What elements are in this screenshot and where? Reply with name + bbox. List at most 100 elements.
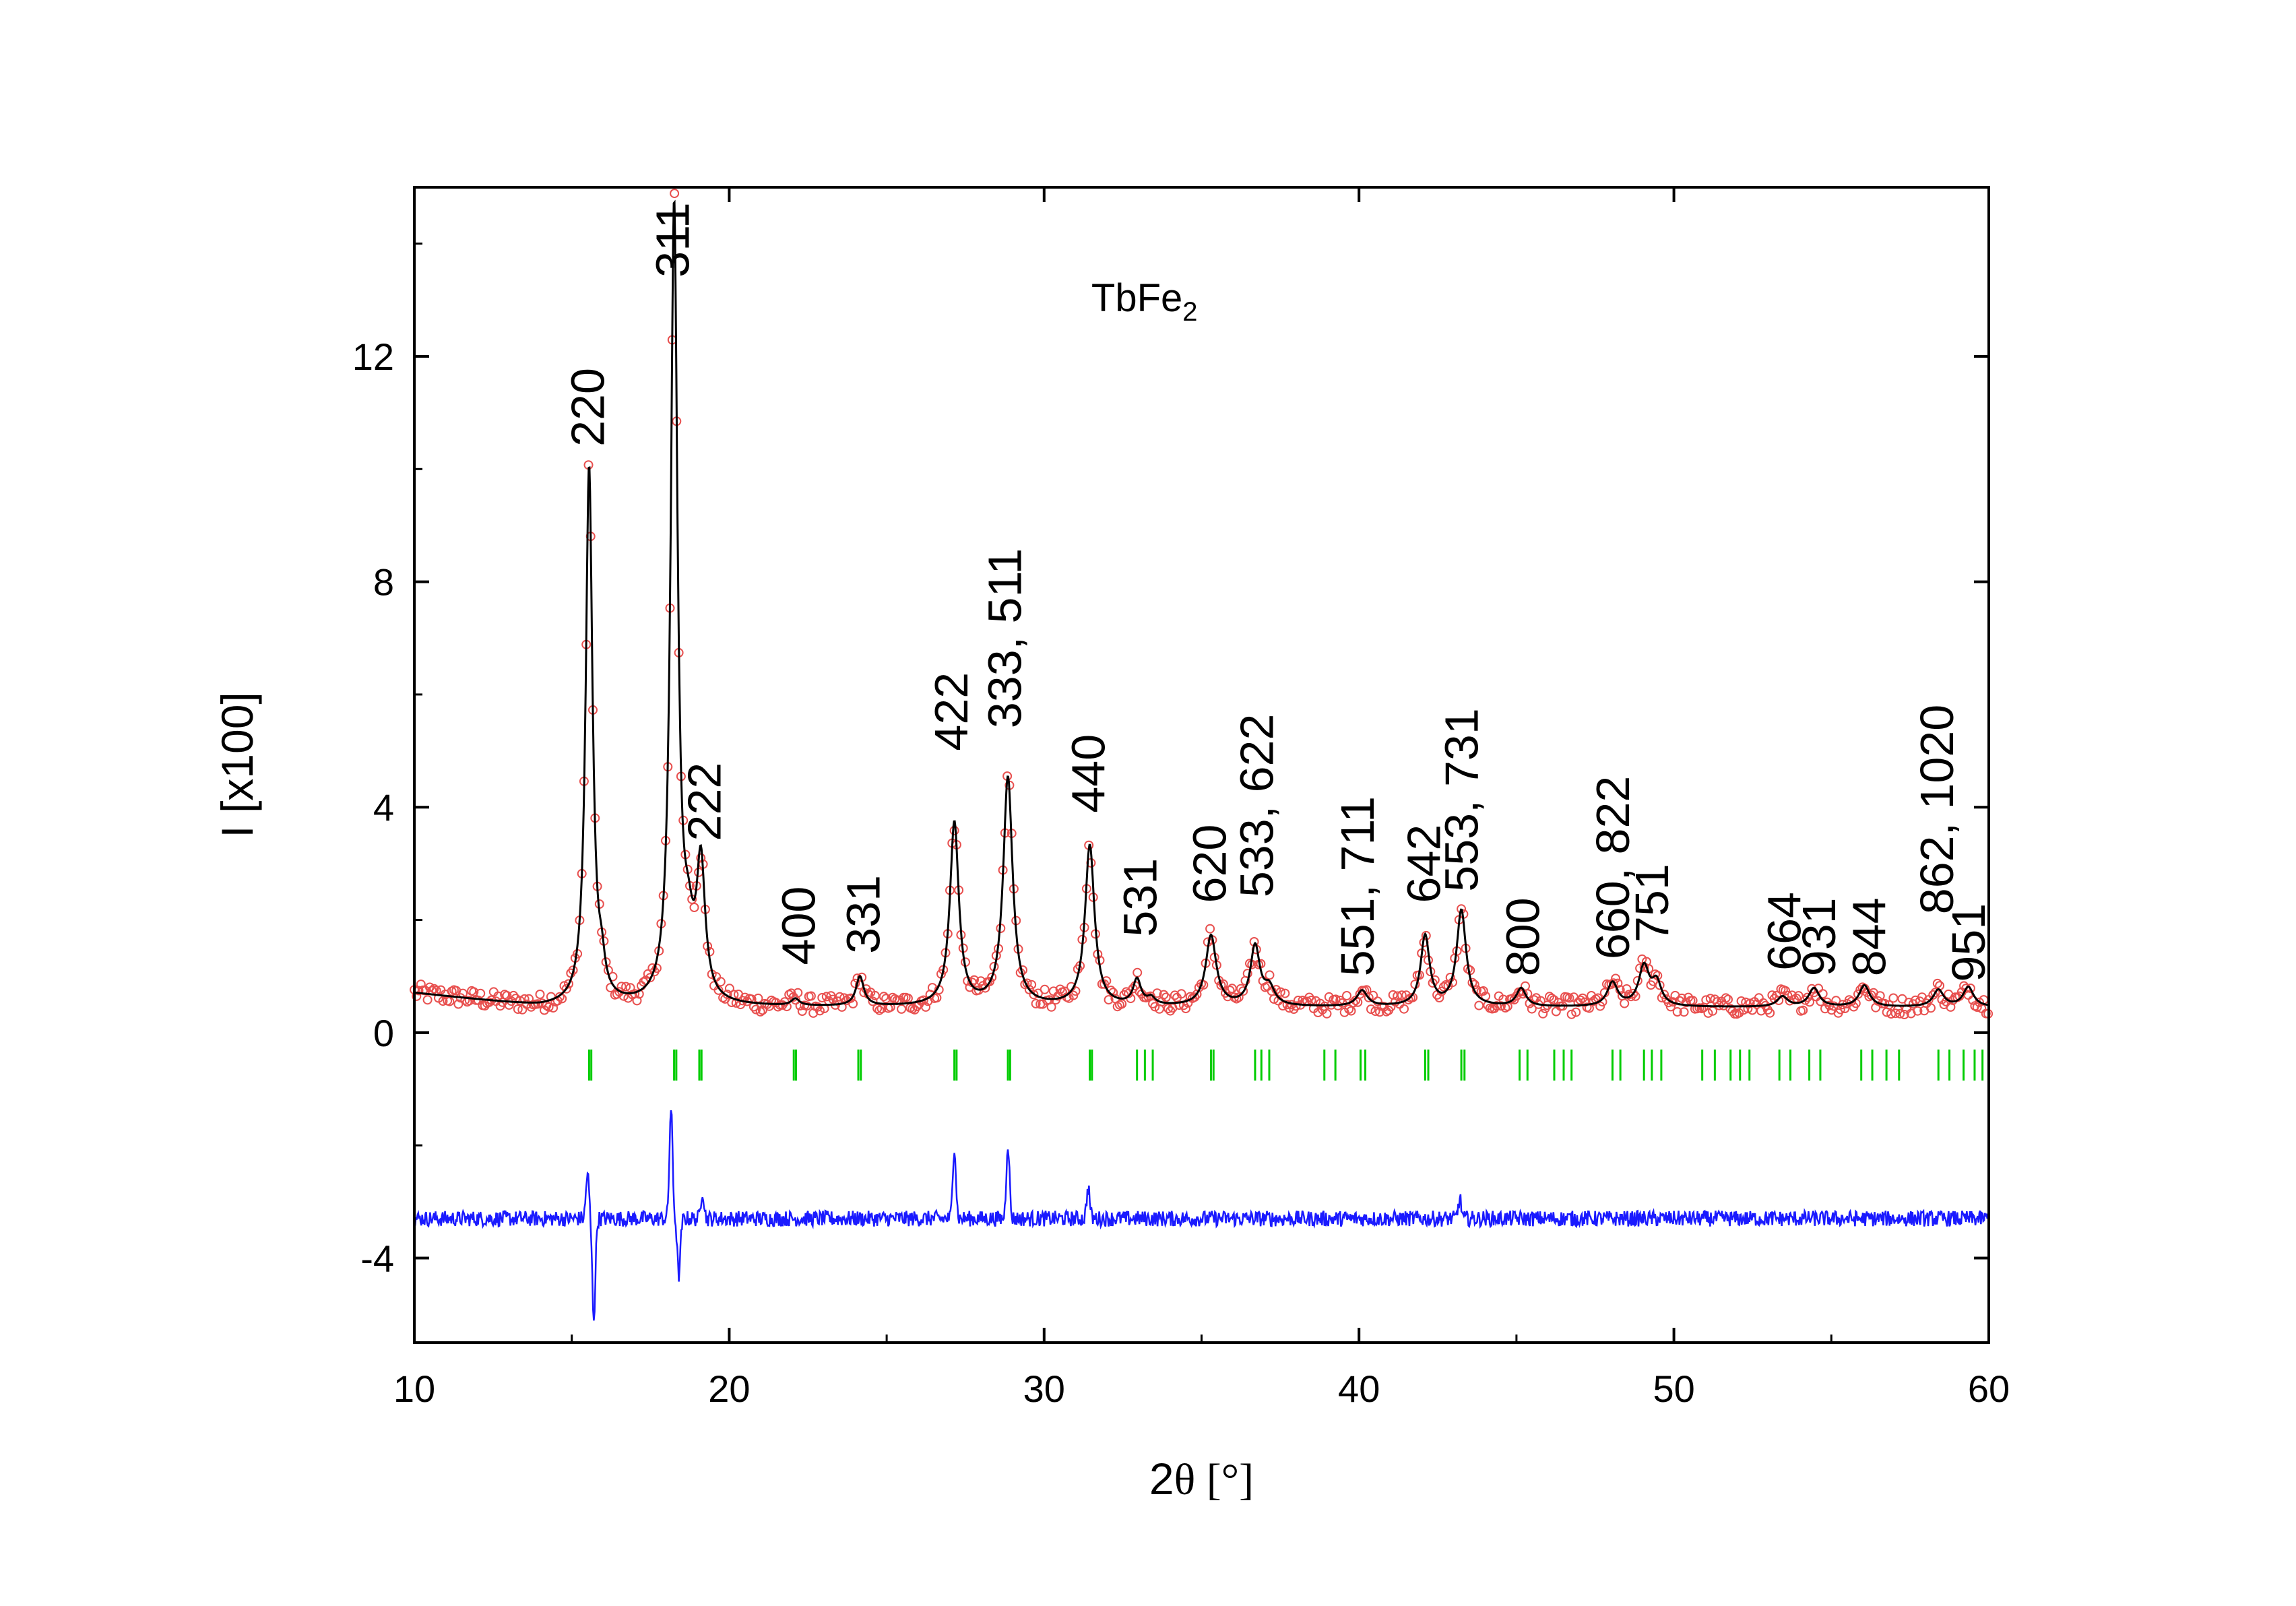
x-tick-label: 30	[1023, 1368, 1065, 1410]
observed-point	[1765, 1008, 1775, 1018]
observed-point	[1805, 997, 1814, 1007]
observed-point	[1866, 990, 1876, 1000]
observed-point	[1611, 973, 1621, 984]
observed-point	[1457, 904, 1467, 914]
observed-point	[1972, 1002, 1982, 1012]
observed-point	[1668, 997, 1678, 1007]
observed-point	[755, 1006, 765, 1017]
peak-label: 331	[837, 875, 889, 954]
peak-label: 551, 711	[1331, 796, 1384, 976]
observed-point	[1492, 1001, 1502, 1011]
bragg-markers	[587, 1049, 1984, 1081]
peak-label: 751	[1626, 864, 1678, 942]
observed-point	[1665, 1002, 1676, 1012]
observed-point	[1205, 924, 1215, 934]
observed-point	[806, 991, 816, 1001]
observed-point	[1888, 993, 1899, 1003]
y-tick-label: 4	[373, 786, 394, 829]
observed-point	[921, 1002, 931, 1012]
observed-point	[724, 984, 734, 994]
observed-point	[1547, 993, 1557, 1003]
observed-point	[1176, 989, 1186, 999]
plot-frame	[413, 186, 1990, 1344]
observed-point	[1774, 996, 1784, 1005]
observed-point	[645, 973, 656, 983]
x-tick-label: 50	[1653, 1368, 1694, 1410]
observed-point	[544, 1002, 554, 1012]
observed-point	[469, 987, 479, 997]
observed-point	[793, 988, 803, 998]
observed-point	[846, 993, 856, 1003]
x-tick-label: 10	[393, 1368, 435, 1410]
y-tick-label: 0	[373, 1012, 394, 1054]
x-axis-title-symbol: θ	[1174, 1455, 1196, 1504]
observed-point	[1679, 1007, 1689, 1017]
observed-point	[1366, 1004, 1376, 1015]
observed-point	[445, 996, 455, 1006]
observed-point	[976, 976, 986, 986]
peak-label: 844	[1843, 897, 1896, 976]
observed-point	[874, 1005, 885, 1015]
x-tick-label: 60	[1968, 1368, 2010, 1410]
observed-point	[980, 983, 990, 993]
observed-point	[616, 982, 627, 992]
observed-point	[1055, 984, 1065, 994]
observed-point	[1853, 989, 1863, 999]
observed-point	[561, 984, 571, 994]
observed-point	[1752, 999, 1762, 1009]
peak-label: 222	[678, 763, 730, 841]
observed-point	[1620, 998, 1630, 1008]
difference-series	[414, 1110, 1990, 1321]
observed-point	[1269, 994, 1279, 1004]
x-tick-label: 40	[1338, 1368, 1380, 1410]
observed-point	[1932, 978, 1942, 988]
observed-point	[1225, 986, 1235, 996]
observed-point	[429, 984, 439, 994]
observed-point	[1913, 1006, 1923, 1016]
peak-label: 642	[1397, 825, 1450, 903]
observed-point	[1322, 1008, 1332, 1019]
observed-point	[722, 990, 732, 1000]
inset-label: TbFe2	[1091, 276, 1198, 327]
observed-point	[987, 972, 997, 982]
observed-point	[1659, 990, 1669, 1000]
observed-point	[1242, 969, 1252, 979]
observed-point	[949, 825, 959, 835]
observed-point	[1926, 1003, 1936, 1013]
observed-point	[1150, 1002, 1160, 1012]
observed-point	[1478, 986, 1488, 996]
observed-point	[1227, 984, 1237, 994]
observed-point	[1710, 994, 1720, 1004]
observed-point	[1238, 986, 1248, 996]
observed-point	[1798, 1005, 1808, 1015]
peak-label: 664	[1758, 892, 1811, 971]
observed-point	[1538, 1008, 1548, 1019]
observed-point	[1031, 998, 1041, 1008]
observed-point	[1046, 1002, 1056, 1012]
observed-point	[1930, 988, 1940, 998]
observed-point	[927, 983, 937, 993]
plot-data-layer	[410, 189, 1994, 1321]
observed-point	[1875, 991, 1885, 1001]
observed-point	[1170, 990, 1180, 1000]
axes: 10 20 30 40 50 60 -4 0 4 8 12	[352, 187, 2010, 1410]
observed-point	[1152, 988, 1162, 998]
observed-point	[1368, 990, 1378, 1000]
x-axis-title-main: 2	[1149, 1454, 1174, 1504]
observed-point	[802, 1001, 812, 1011]
observed-point	[533, 999, 543, 1009]
observed-point	[870, 990, 880, 1000]
peak-label: 531	[1114, 858, 1167, 937]
observed-point	[416, 979, 426, 990]
observed-point	[1040, 984, 1050, 994]
observed-point	[1199, 980, 1209, 990]
observed-point	[1496, 1001, 1506, 1011]
observed-point	[1403, 995, 1413, 1005]
observed-point	[1566, 1009, 1576, 1019]
observed-point	[509, 990, 519, 1000]
observed-point	[1672, 1007, 1682, 1017]
observed-point	[969, 975, 979, 985]
peak-label: 440	[1062, 734, 1115, 813]
observed-point	[1527, 1004, 1537, 1014]
observed-point	[773, 1002, 783, 1012]
